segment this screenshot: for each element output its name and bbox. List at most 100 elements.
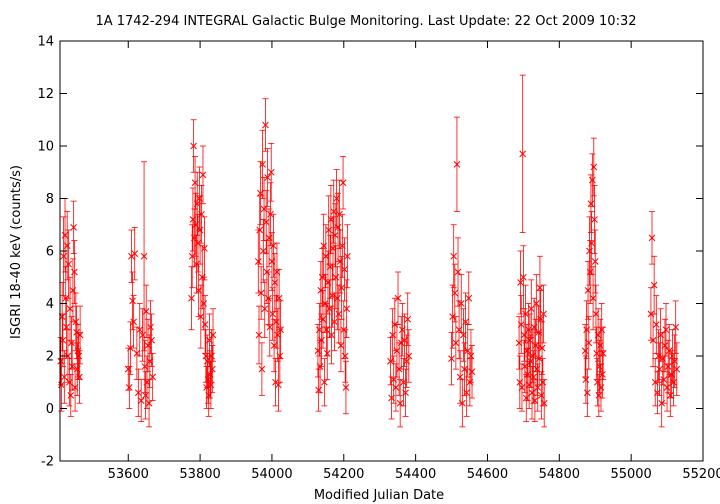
data-point bbox=[404, 292, 412, 346]
data-point bbox=[261, 279, 269, 339]
data-point bbox=[583, 368, 591, 417]
x-tick-label: 54200 bbox=[323, 467, 364, 482]
data-point bbox=[149, 352, 157, 402]
data-point bbox=[652, 295, 660, 354]
data-point bbox=[321, 358, 328, 407]
x-tick-label: 55200 bbox=[682, 467, 720, 482]
data-point bbox=[198, 184, 205, 244]
data-point bbox=[262, 98, 269, 152]
data-point bbox=[134, 368, 142, 417]
data-point bbox=[275, 268, 283, 328]
data-point bbox=[598, 303, 606, 357]
data-point bbox=[208, 345, 216, 394]
data-point bbox=[58, 358, 65, 412]
data-point bbox=[520, 308, 528, 362]
data-layer bbox=[57, 74, 681, 428]
data-point bbox=[190, 119, 197, 173]
data-point bbox=[328, 305, 335, 365]
data-point bbox=[540, 379, 548, 428]
data-point bbox=[209, 308, 217, 362]
data-point bbox=[458, 379, 466, 428]
data-point bbox=[264, 148, 271, 207]
data-point bbox=[650, 255, 658, 315]
data-point bbox=[672, 300, 680, 354]
data-point bbox=[139, 308, 146, 362]
data-point bbox=[188, 266, 195, 331]
x-tick-label: 54000 bbox=[251, 467, 292, 482]
data-point bbox=[277, 300, 284, 360]
data-point bbox=[394, 271, 402, 325]
data-point bbox=[275, 358, 282, 412]
data-point bbox=[535, 331, 543, 386]
data-point bbox=[63, 297, 70, 357]
y-tick-label: 4 bbox=[46, 297, 54, 312]
data-point bbox=[396, 379, 404, 428]
data-point bbox=[60, 350, 68, 404]
data-point bbox=[130, 295, 137, 349]
y-tick-label: 0 bbox=[46, 402, 54, 417]
data-point bbox=[136, 303, 144, 357]
data-point bbox=[344, 224, 351, 289]
data-point bbox=[266, 297, 274, 357]
data-point bbox=[70, 200, 78, 255]
y-tick-label: 10 bbox=[37, 140, 54, 155]
data-point bbox=[343, 279, 351, 339]
data-point bbox=[59, 313, 67, 367]
data-point bbox=[65, 358, 73, 407]
data-point bbox=[519, 74, 527, 234]
data-point bbox=[538, 321, 546, 375]
data-point bbox=[323, 303, 330, 357]
data-point bbox=[599, 326, 607, 381]
data-point bbox=[341, 237, 348, 302]
data-point bbox=[269, 287, 277, 341]
data-point bbox=[468, 345, 476, 399]
data-point bbox=[590, 137, 598, 197]
data-point bbox=[525, 303, 532, 357]
x-tick-label: 53600 bbox=[108, 467, 149, 482]
data-point bbox=[258, 342, 266, 396]
data-point bbox=[537, 289, 544, 349]
data-point bbox=[333, 169, 340, 228]
data-point bbox=[72, 292, 80, 352]
data-point bbox=[71, 240, 78, 304]
data-point bbox=[454, 237, 462, 307]
data-point bbox=[69, 258, 77, 323]
data-point bbox=[330, 179, 338, 244]
data-point bbox=[587, 174, 595, 234]
data-point bbox=[208, 329, 215, 383]
data-point bbox=[582, 355, 590, 404]
data-point bbox=[342, 360, 350, 415]
data-point bbox=[448, 331, 455, 386]
data-point bbox=[586, 240, 594, 304]
data-point bbox=[276, 329, 284, 383]
data-point bbox=[63, 211, 71, 281]
data-point bbox=[591, 229, 599, 294]
data-point bbox=[67, 373, 75, 417]
data-point bbox=[457, 274, 465, 333]
data-point bbox=[539, 358, 547, 407]
y-axis-label: ISGRI 18-40 keV (counts/s) bbox=[9, 165, 24, 339]
data-point bbox=[148, 313, 155, 367]
y-tick-label: 2 bbox=[46, 350, 54, 365]
data-point bbox=[522, 284, 529, 344]
data-point bbox=[323, 326, 331, 381]
data-point bbox=[648, 211, 656, 265]
data-point bbox=[270, 213, 277, 278]
data-point bbox=[197, 284, 205, 349]
data-point bbox=[199, 145, 207, 205]
data-point bbox=[581, 324, 589, 378]
data-point bbox=[339, 156, 347, 210]
data-point bbox=[147, 300, 154, 354]
chart-title: 1A 1742-294 INTEGRAL Galactic Bulge Moni… bbox=[95, 14, 636, 29]
data-point bbox=[522, 373, 530, 423]
data-point bbox=[262, 190, 270, 255]
data-point bbox=[452, 316, 460, 370]
data-point bbox=[68, 342, 76, 391]
x-tick-label: 54800 bbox=[539, 467, 580, 482]
data-point bbox=[137, 379, 145, 423]
data-point bbox=[331, 292, 338, 352]
y-tick-label: 8 bbox=[46, 192, 54, 207]
data-point bbox=[663, 363, 671, 412]
data-point bbox=[133, 326, 141, 381]
